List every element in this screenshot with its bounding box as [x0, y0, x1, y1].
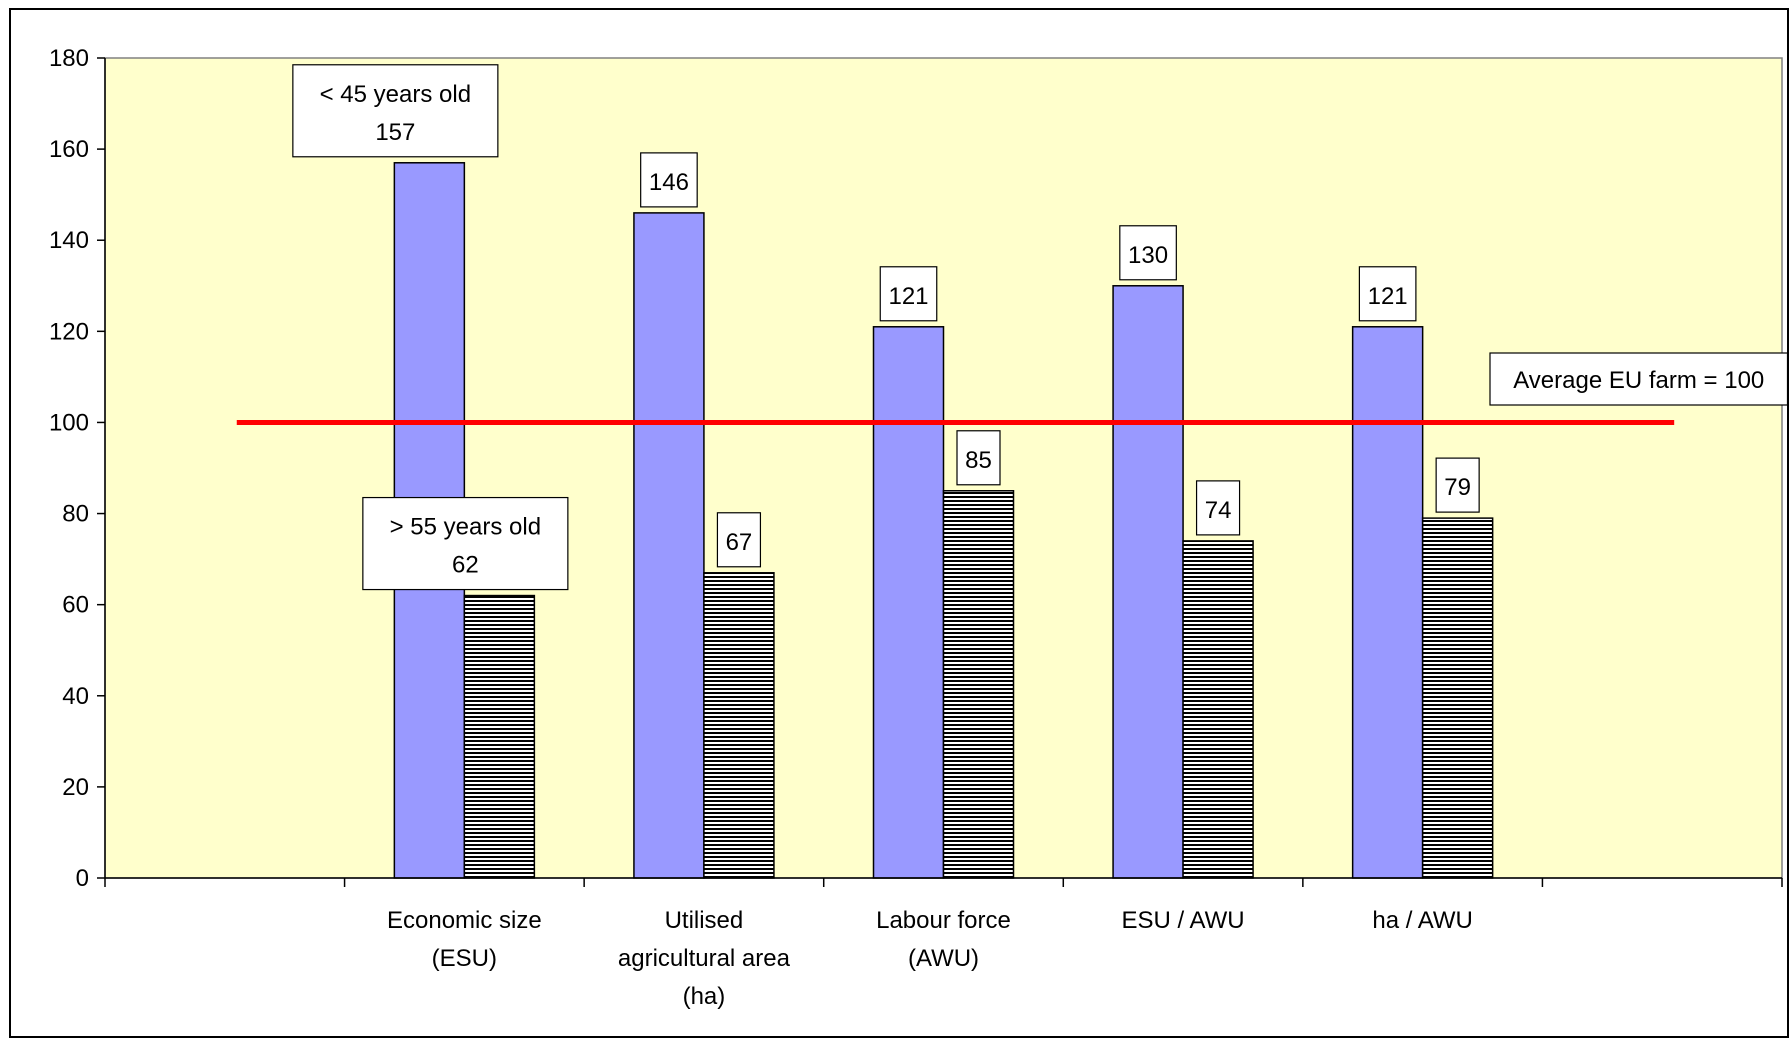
data-label-young-0-box: [292, 64, 499, 158]
y-tick-label: 180: [49, 45, 89, 72]
bar-young-2: [872, 326, 945, 879]
data-label-old-0: 62: [452, 552, 479, 579]
x-category-label: (ESU): [432, 945, 497, 972]
data-label-old-0: > 55 years old: [390, 514, 541, 541]
y-tick-label: 60: [62, 592, 89, 619]
data-label-young-3-box: [1119, 225, 1177, 281]
bar-old-3: [1182, 540, 1254, 879]
y-tick-label: 120: [49, 318, 89, 345]
bar-old-1: [703, 572, 775, 879]
x-category-label: ESU / AWU: [1122, 907, 1245, 934]
data-label-old-2-box: [956, 430, 1001, 486]
data-label-old-4-box: [1435, 457, 1480, 513]
x-category-label: (AWU): [908, 945, 979, 972]
x-category-label: Economic size: [387, 907, 542, 934]
data-label-young-2-box: [879, 266, 938, 322]
data-label-old-1-box: [716, 512, 762, 568]
data-label-young-3: 130: [1128, 242, 1168, 269]
data-label-old-4: 79: [1444, 474, 1471, 501]
reference-line-label-box: [1489, 352, 1789, 406]
data-label-young-0: < 45 years old: [320, 81, 471, 108]
data-label-young-4-box: [1358, 266, 1417, 322]
bar-old-0: [463, 594, 536, 879]
data-label-young-2: 121: [888, 283, 928, 310]
data-label-old-3: 74: [1205, 497, 1232, 524]
data-label-young-1: 146: [649, 169, 689, 196]
y-tick-label: 140: [49, 227, 89, 254]
y-tick-label: 100: [49, 409, 89, 436]
x-category-label: (ha): [683, 983, 726, 1010]
bar-young-1: [633, 212, 705, 879]
data-label-old-2: 85: [965, 447, 992, 474]
data-label-old-0-box: [362, 496, 569, 591]
x-category-label: Utilised: [665, 907, 744, 934]
y-tick-label: 40: [62, 683, 89, 710]
bar-young-4: [1351, 326, 1424, 879]
data-label-old-3-box: [1195, 480, 1241, 536]
reference-line-label: Average EU farm = 100: [1513, 367, 1764, 394]
bar-old-2: [942, 490, 1015, 879]
x-category-label: agricultural area: [618, 945, 791, 972]
bar-old-4: [1421, 517, 1494, 879]
bar-young-3: [1112, 285, 1184, 879]
y-tick-label: 80: [62, 501, 89, 528]
y-tick-label: 20: [62, 774, 89, 801]
data-label-young-4: 121: [1368, 283, 1408, 310]
data-label-old-1: 67: [726, 529, 753, 556]
y-tick-label: 160: [49, 136, 89, 163]
x-category-label: Labour force: [876, 907, 1011, 934]
x-category-label: ha / AWU: [1372, 907, 1472, 934]
data-label-young-0: 157: [375, 119, 415, 146]
y-tick-label: 0: [76, 865, 89, 892]
data-label-young-1-box: [640, 152, 698, 208]
